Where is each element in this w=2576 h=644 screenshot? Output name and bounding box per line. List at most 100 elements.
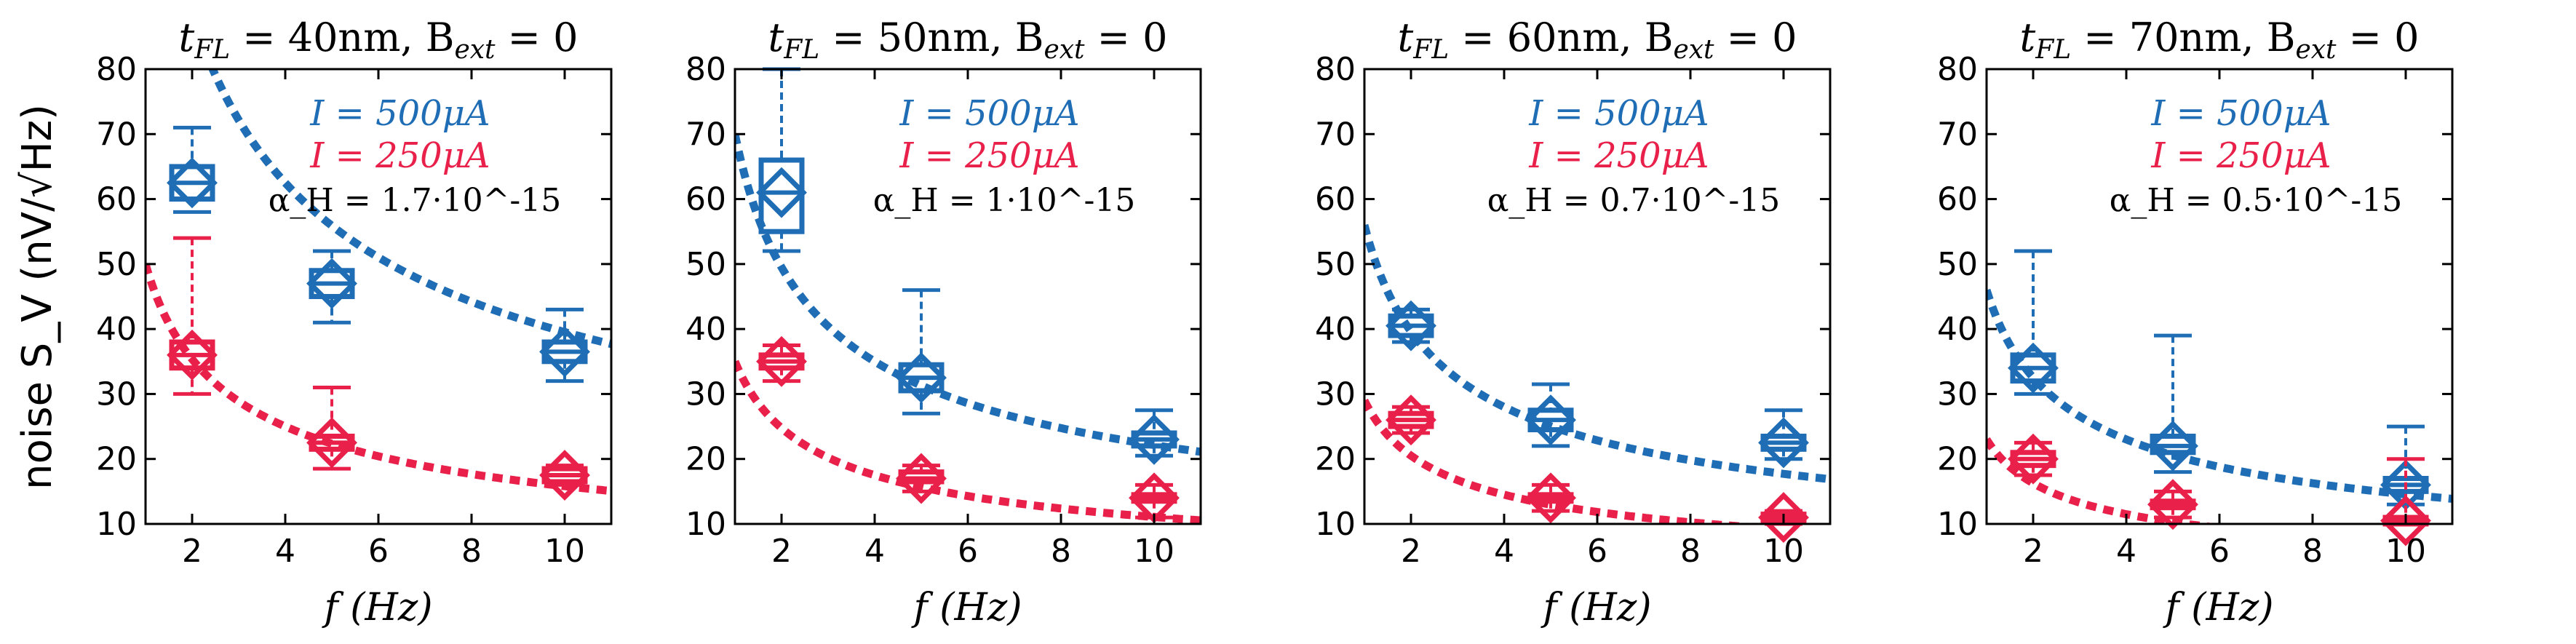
title-part: = 50nm, B [819,15,1043,60]
data-point-i250-10hz [539,450,590,501]
panel-3: 10 20 30 40 50 60 70 80 2 4 6 8 10 tFL = 60nm, Bext =… [1315,15,1832,629]
data-point-i250-2hz [167,236,218,396]
data-point-i500-5hz [896,288,947,416]
legend-i500: I = 500μA [2150,93,2331,134]
title-part: ext [1673,35,1714,65]
data-point-i250-2hz [2008,433,2059,485]
title-part: FL [194,35,230,65]
data-point-i500-5hz [1525,382,1576,448]
x-tick-label: 10 [544,533,585,570]
y-tick-label: 10 [96,506,137,543]
data-point-i250-5hz [2147,479,2198,530]
data-point-i500-10hz [1758,408,1809,469]
x-tick-label: 6 [368,533,389,570]
y-tick-label: 30 [685,375,726,413]
mean-diamond [2380,495,2431,546]
y-tick-label: 60 [685,181,726,218]
x-tick-label: 2 [1401,533,1421,570]
fit-curve-i250 [1364,398,1763,524]
mean-diamond [2008,433,2059,485]
alpha-annotation: α_H = 0.7·10^-15 [1487,182,1781,219]
x-tick-label: 2 [182,533,202,570]
mean-diamond [756,335,807,387]
y-tick-label: 40 [96,311,137,348]
y-tick-label: 60 [96,181,137,218]
legend-i500: I = 500μA [1528,93,1709,134]
y-tick-label: 30 [96,375,137,413]
title-part: = 70nm, B [2071,15,2295,60]
panel-title: tFL = 60nm, Bext = 0 [1398,15,1797,65]
y-tick-label: 70 [685,116,726,153]
title-part: FL [1412,35,1449,65]
mean-diamond [306,417,357,469]
fit-curve-i500 [735,133,1201,456]
fit-curve-i500 [208,69,611,349]
mean-diamond [1386,300,1436,351]
legend-i500: I = 500μA [309,93,490,134]
x-tick-label: 4 [275,533,295,570]
y-tick-label: 40 [1937,311,1978,348]
x-tick-label: 6 [958,533,978,570]
data-point-i250-2hz [756,335,807,387]
mean-diamond [896,352,947,404]
mean-diamond [2008,342,2059,394]
fit-curve-i500 [1364,223,1830,483]
x-axis-label: f (Hz) [910,586,1022,629]
x-tick-label: 4 [1494,533,1514,570]
mean-diamond [1386,394,1436,446]
data-point-i250-5hz [896,453,947,504]
y-tick-label: 60 [1937,181,1978,218]
x-tick-label: 10 [1134,533,1174,570]
fit-curve-i500 [1987,288,2452,503]
y-tick-label: 70 [1315,116,1356,153]
title-part: = 40nm, B [230,15,454,60]
title-part: ext [1043,35,1085,65]
x-tick-label: 2 [771,533,792,570]
x-tick-label: 8 [2302,533,2323,570]
mean-diamond [539,326,590,378]
y-tick-label: 80 [1937,51,1978,88]
y-tick-label: 50 [685,246,726,283]
data-point-i500-2hz [167,125,218,214]
y-tick-label: 10 [1315,506,1356,543]
fit-curve-i250 [146,263,611,496]
legend-i500: I = 500μA [899,93,1079,134]
mean-diamond [1129,413,1180,465]
alpha-annotation: α_H = 1·10^-15 [873,182,1136,219]
mean-diamond [167,157,218,209]
title-part: FL [783,35,819,65]
alpha-annotation: α_H = 1.7·10^-15 [269,182,562,219]
y-tick-label: 10 [685,506,726,543]
title-part: ext [2295,35,2337,65]
y-tick-label: 80 [685,51,726,88]
y-tick-label: 70 [1937,116,1978,153]
mean-diamond [2147,479,2198,530]
legend-i250: I = 250μA [309,135,490,176]
x-tick-label: 8 [1680,533,1701,570]
title-part: FL [2035,35,2071,65]
mean-diamond [756,167,807,218]
y-tick-label: 20 [685,441,726,478]
data-point-i500-5hz [2147,333,2198,474]
y-tick-label: 70 [96,116,137,153]
y-tick-label: 40 [1315,311,1356,348]
title-part: = 0 [2337,15,2420,60]
title-part: = 0 [1085,15,1168,60]
mean-diamond [539,450,590,501]
x-axis-label: f (Hz) [2162,586,2273,629]
x-tick-label: 10 [1763,533,1804,570]
y-tick-label: 50 [1315,246,1356,283]
legend-i250: I = 250μA [899,135,1079,176]
y-tick-label: 60 [1315,181,1356,218]
legend-i250: I = 250μA [1528,135,1709,176]
title-part: t [179,15,195,60]
mean-diamond [1525,394,1576,446]
title-part: ext [454,35,496,65]
mean-diamond [2147,420,2198,472]
panel-title: tFL = 50nm, Bext = 0 [768,15,1168,65]
y-tick-label: 50 [96,246,137,283]
title-part: = 0 [1714,15,1797,60]
y-axis-label: noise S_V (nV/√Hz) [14,104,61,490]
y-tick-label: 20 [1315,441,1356,478]
